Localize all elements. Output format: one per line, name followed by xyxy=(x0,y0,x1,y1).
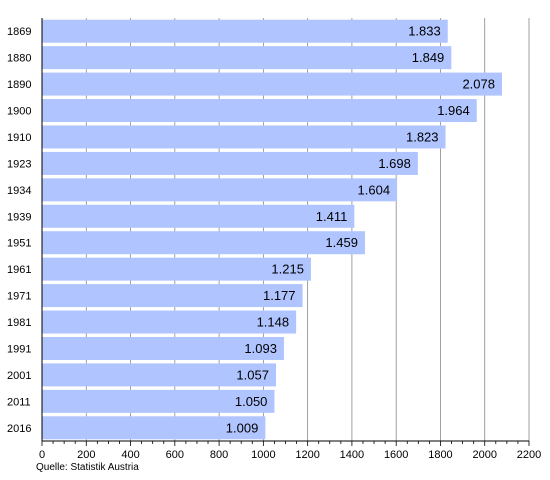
category-label: 2001 xyxy=(7,370,31,382)
bar-value-label: 1.849 xyxy=(412,50,445,65)
bar-value-label: 1.459 xyxy=(325,235,358,250)
bar xyxy=(42,284,303,308)
x-tick-label: 1000 xyxy=(251,449,275,461)
bar xyxy=(42,336,284,360)
bar xyxy=(42,72,502,96)
x-tick-label: 1400 xyxy=(340,449,364,461)
category-label: 1971 xyxy=(7,291,31,303)
bar-value-label: 1.604 xyxy=(358,182,391,197)
bar-value-label: 1.093 xyxy=(244,341,277,356)
bar-value-label: 1.833 xyxy=(408,24,441,39)
category-label: 1961 xyxy=(7,264,31,276)
bar xyxy=(42,46,452,70)
bar-value-label: 1.177 xyxy=(263,288,296,303)
category-label: 1981 xyxy=(7,317,31,329)
x-tick-label: 200 xyxy=(77,449,95,461)
x-tick-label: 0 xyxy=(39,449,45,461)
x-tick-label: 400 xyxy=(121,449,139,461)
bar-value-label: 1.964 xyxy=(437,103,470,118)
bar-value-label: 1.823 xyxy=(406,129,439,144)
category-label: 2011 xyxy=(7,396,31,408)
category-label: 1991 xyxy=(7,343,31,355)
bar xyxy=(42,416,266,440)
x-tick-label: 2200 xyxy=(517,449,541,461)
bar xyxy=(42,204,355,228)
x-tick-label: 1200 xyxy=(295,449,319,461)
category-label: 2016 xyxy=(7,423,31,435)
source-note: Quelle: Statistik Austria xyxy=(36,462,139,473)
bar xyxy=(42,151,418,175)
category-label: 1939 xyxy=(7,211,31,223)
bar-value-label: 1.148 xyxy=(257,315,290,330)
category-label: 1910 xyxy=(7,132,31,144)
bar xyxy=(42,257,311,281)
x-tick-label: 1600 xyxy=(384,449,408,461)
bar-value-label: 1.698 xyxy=(378,156,411,171)
category-label: 1880 xyxy=(7,53,31,65)
bar xyxy=(42,389,275,413)
category-label: 1934 xyxy=(7,185,31,197)
bar xyxy=(42,99,477,123)
bar-value-label: 1.009 xyxy=(226,420,259,435)
bar-value-label: 1.050 xyxy=(235,394,268,409)
x-tick-label: 1800 xyxy=(428,449,452,461)
category-label: 1923 xyxy=(7,158,31,170)
x-tick-label: 2000 xyxy=(472,449,496,461)
bar xyxy=(42,178,398,202)
bar-value-label: 1.411 xyxy=(316,209,348,224)
category-label: 1951 xyxy=(7,238,31,250)
category-label: 1869 xyxy=(7,26,31,38)
bar xyxy=(42,310,297,334)
bar xyxy=(42,125,446,149)
bar-value-label: 1.057 xyxy=(236,367,269,382)
bar xyxy=(42,231,365,255)
bar-value-label: 1.215 xyxy=(271,262,304,277)
bar xyxy=(42,19,448,43)
x-tick-label: 800 xyxy=(210,449,228,461)
bar-value-label: 2.078 xyxy=(462,77,495,92)
category-label: 1890 xyxy=(7,79,31,91)
category-label: 1900 xyxy=(7,106,31,118)
bar xyxy=(42,363,276,387)
x-tick-label: 600 xyxy=(166,449,184,461)
